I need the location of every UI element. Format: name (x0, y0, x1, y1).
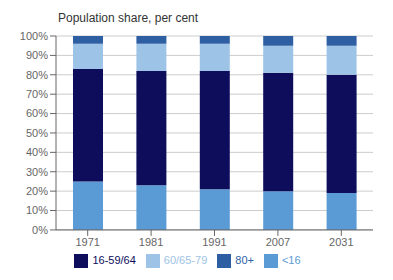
html-text:80+: 80+ (235, 253, 254, 266)
svg-text:100%: 100% (20, 30, 48, 42)
html-text:16-59/64: 16-59/64 (92, 253, 136, 266)
svg-text:90%: 90% (26, 49, 48, 61)
html-text:<16: <16 (281, 253, 301, 266)
svg-text:1991: 1991 (202, 236, 226, 248)
svg-text:40%: 40% (26, 146, 48, 158)
html-text:60/65-79: 60/65-79 (163, 253, 208, 266)
svg-text:80%: 80% (26, 69, 48, 81)
svg-text:2031: 2031 (329, 236, 353, 248)
svg-text:10%: 10% (26, 204, 48, 216)
html-text:Population share, per cent: Population share, per cent (58, 11, 199, 25)
svg-text:2007: 2007 (266, 236, 290, 248)
svg-text:50%: 50% (26, 127, 48, 139)
svg-text:70%: 70% (26, 88, 48, 100)
svg-text:60%: 60% (26, 107, 48, 119)
svg-text:1981: 1981 (139, 236, 163, 248)
svg-text:1971: 1971 (75, 236, 99, 248)
svg-text:30%: 30% (26, 166, 48, 178)
svg-text:0%: 0% (32, 224, 48, 236)
svg-text:20%: 20% (26, 185, 48, 197)
